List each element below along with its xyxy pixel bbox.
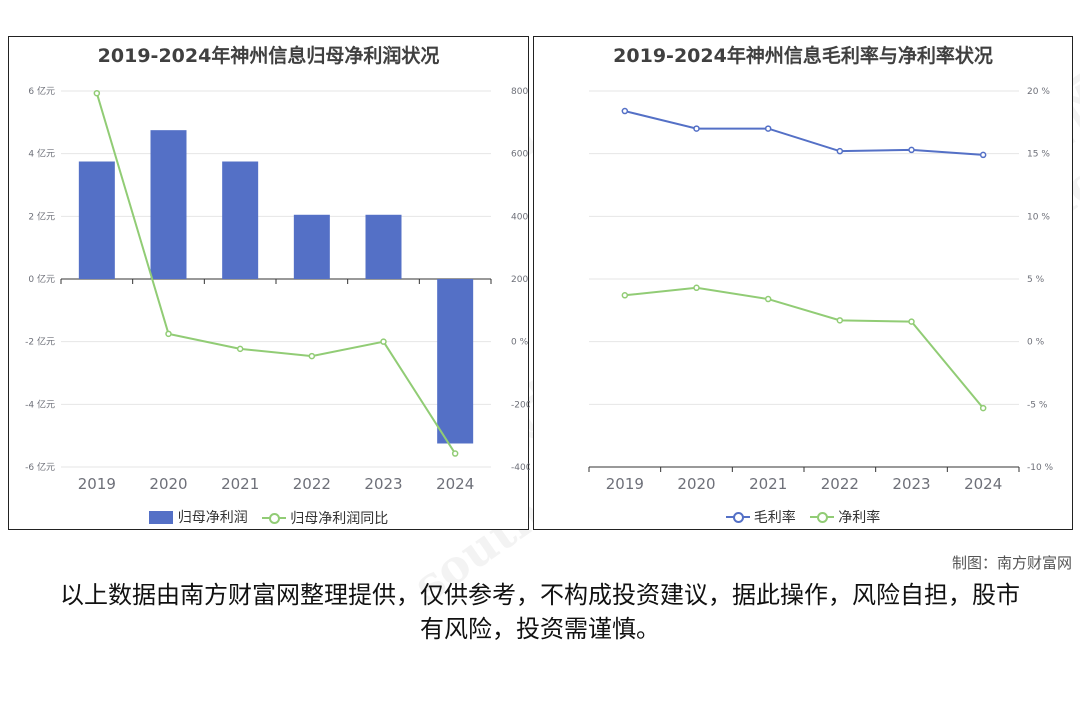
net-profit-chart: 6 亿元 800 % 4 亿元 600 % 2 亿元 400 % 0 亿元 200 % -2 亿… — [25, 85, 530, 493]
data-point-net-margin — [621, 292, 629, 299]
data-point-yoy — [165, 330, 172, 338]
y-tick-label-right: 15 % — [1027, 150, 1050, 160]
data-point-yoy — [451, 450, 459, 457]
chart-credit: 制图：南方财富网 — [951, 554, 1072, 572]
data-point-net-margin — [836, 317, 844, 324]
y-tick-label-right: -400 % — [511, 463, 530, 473]
y-tick-label-right: 20 % — [1027, 87, 1050, 97]
y-tick-label-left: 6 亿元 — [28, 85, 55, 97]
series-line-net-margin — [624, 286, 984, 409]
y-tick-label-right: 600 % — [511, 150, 530, 160]
legend-item-gross-margin[interactable]: 毛利率 — [725, 507, 796, 527]
x-tick-label: 2020 — [677, 475, 715, 493]
y-tick-label-right: 200 % — [511, 275, 530, 285]
bar-net-profit — [293, 214, 330, 279]
chart-title: 2019-2024年神州信息毛利率与净利率状况 — [613, 45, 993, 67]
data-point-net-margin — [979, 404, 987, 412]
y-tick-label-left: 0 亿元 — [28, 273, 55, 285]
chart-title: 2019-2024年神州信息归母净利润状况 — [97, 45, 440, 67]
margin-chart-panel: 2019-2024年神州信息毛利率与净利率状况 20 % 15 % 10 % 5 % 0… — [533, 36, 1073, 530]
chart-legend: 归母净利润 归母净利润同比 — [9, 507, 528, 528]
y-tick-label-right: 800 % — [511, 87, 530, 97]
data-point-yoy — [308, 352, 316, 360]
legend-label: 净利率 — [838, 510, 881, 526]
bar-net-profit — [365, 214, 402, 279]
margin-chart: 20 % 15 % 10 % 5 % 0 % -5 % -10 % 2019 2020 2021 2… — [588, 87, 1054, 493]
data-point-gross-margin — [836, 147, 844, 155]
y-tick-label-right: -10 % — [1027, 463, 1054, 473]
y-tick-label-right: -5 % — [1027, 400, 1048, 410]
series-line-gross-margin — [624, 110, 984, 156]
legend-line-swatch — [725, 511, 750, 523]
y-tick-label-left: 2 亿元 — [28, 210, 55, 222]
x-tick-label: 2021 — [221, 475, 259, 493]
legend-label: 归母净利润 — [177, 510, 248, 526]
y-tick-label-left: -2 亿元 — [25, 336, 55, 348]
data-point-net-margin — [693, 284, 700, 292]
legend-bar-swatch — [148, 510, 173, 524]
x-tick-label: 2023 — [892, 475, 930, 493]
net-profit-chart-panel: 2019-2024年神州信息归母净利润状况 6 亿元 800 % 4 亿元 600 %… — [8, 36, 530, 530]
x-tick-label: 2024 — [436, 475, 474, 493]
legend-item-net-margin[interactable]: 净利率 — [810, 507, 880, 527]
legend-item-yoy[interactable]: 归母净利润同比 — [262, 508, 388, 528]
data-point-gross-margin — [764, 125, 772, 132]
legend-item-net-profit[interactable]: 归母净利润 — [148, 507, 248, 527]
y-tick-label-left: -6 亿元 — [25, 461, 55, 473]
data-point-gross-margin — [908, 146, 915, 154]
data-point-yoy — [380, 338, 387, 345]
bar-net-profit — [78, 161, 115, 279]
data-point-net-margin — [908, 318, 915, 325]
y-tick-label-left: -4 亿元 — [25, 398, 55, 410]
legend-label: 毛利率 — [753, 510, 796, 526]
disclaimer-text: 以上数据由南方财富网整理提供，仅供参考，不构成投资建议，据此操作，风险自担，股市… — [60, 581, 1020, 643]
series-line-yoy — [95, 92, 457, 455]
y-tick-label-right: 5 % — [1027, 275, 1045, 285]
data-point-gross-margin — [693, 125, 700, 132]
bar-net-profit — [150, 130, 187, 279]
legend-line-swatch — [810, 511, 835, 523]
y-tick-label-right: -200 % — [511, 400, 530, 410]
data-point-yoy — [93, 89, 101, 97]
x-tick-label: 2020 — [149, 475, 187, 493]
data-point-gross-margin — [979, 151, 987, 159]
y-tick-label-right: 400 % — [511, 212, 530, 222]
bar-net-profit — [437, 279, 474, 444]
y-tick-label-right: 0 % — [511, 338, 529, 348]
x-tick-label: 2019 — [78, 475, 116, 493]
x-tick-label: 2022 — [293, 475, 331, 493]
x-tick-label: 2019 — [606, 475, 644, 493]
x-tick-label: 2023 — [364, 475, 402, 493]
y-tick-label-left: 4 亿元 — [28, 148, 55, 160]
chart-legend: 毛利率 净利率 — [534, 507, 1072, 527]
y-tick-label-right: 10 % — [1027, 212, 1050, 222]
y-tick-label-right: 0 % — [1027, 338, 1045, 348]
x-tick-label: 2024 — [964, 475, 1002, 493]
data-point-yoy — [236, 345, 244, 353]
x-tick-label: 2022 — [821, 475, 859, 493]
legend-line-swatch — [262, 512, 287, 524]
data-point-net-margin — [764, 295, 772, 303]
bar-net-profit — [222, 161, 259, 279]
x-tick-label: 2021 — [749, 475, 787, 493]
data-point-gross-margin — [621, 107, 629, 115]
legend-label: 归母净利润同比 — [290, 510, 389, 527]
